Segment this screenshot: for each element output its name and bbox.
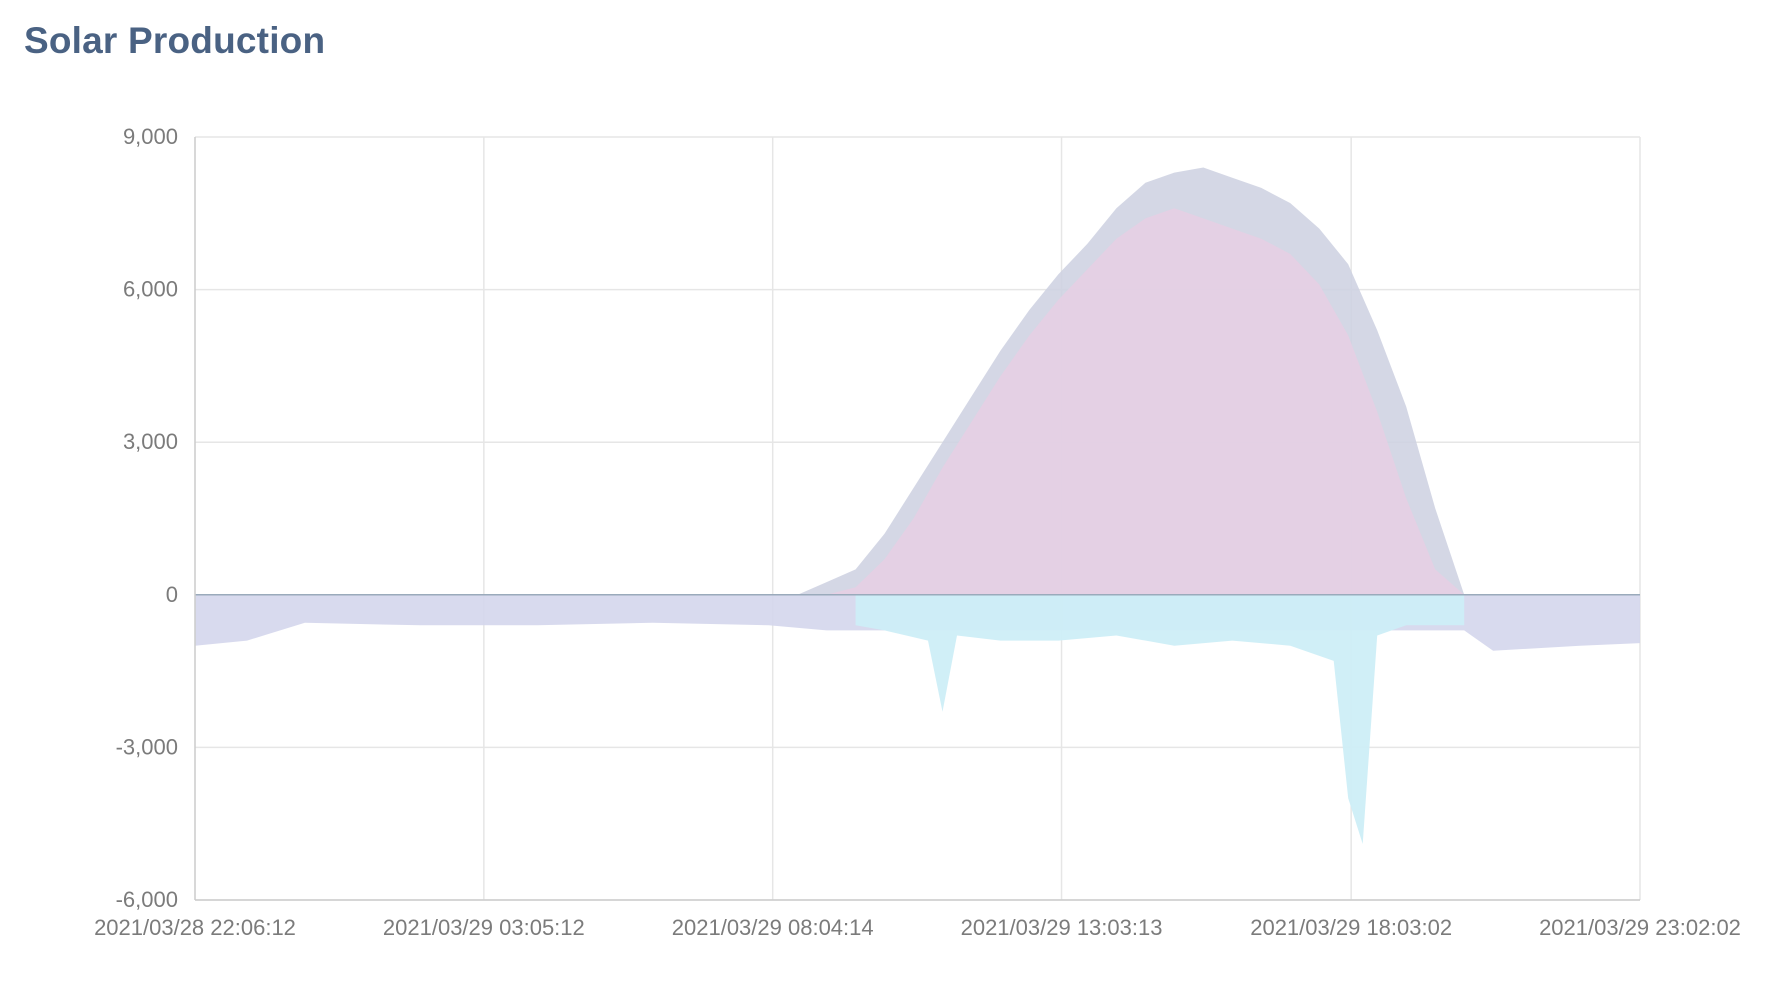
y-tick-label: 3,000	[123, 429, 178, 454]
x-tick-label: 2021/03/29 18:03:02	[1250, 915, 1452, 940]
series-area-consumption	[195, 208, 1640, 595]
series-area-export	[855, 594, 1465, 844]
y-tick-label: 0	[166, 582, 178, 607]
x-tick-label: 2021/03/29 03:05:12	[383, 915, 585, 940]
y-tick-label: 9,000	[123, 124, 178, 149]
x-tick-label: 2021/03/29 13:03:13	[961, 915, 1163, 940]
x-tick-label: 2021/03/29 23:02:02	[1539, 915, 1741, 940]
page-title: Solar Production	[24, 20, 326, 61]
y-tick-label: -6,000	[116, 887, 178, 912]
x-tick-label: 2021/03/29 08:04:14	[672, 915, 874, 940]
y-tick-label: 6,000	[123, 277, 178, 302]
x-tick-label: 2021/03/28 22:06:12	[94, 915, 296, 940]
y-tick-label: -3,000	[116, 734, 178, 759]
